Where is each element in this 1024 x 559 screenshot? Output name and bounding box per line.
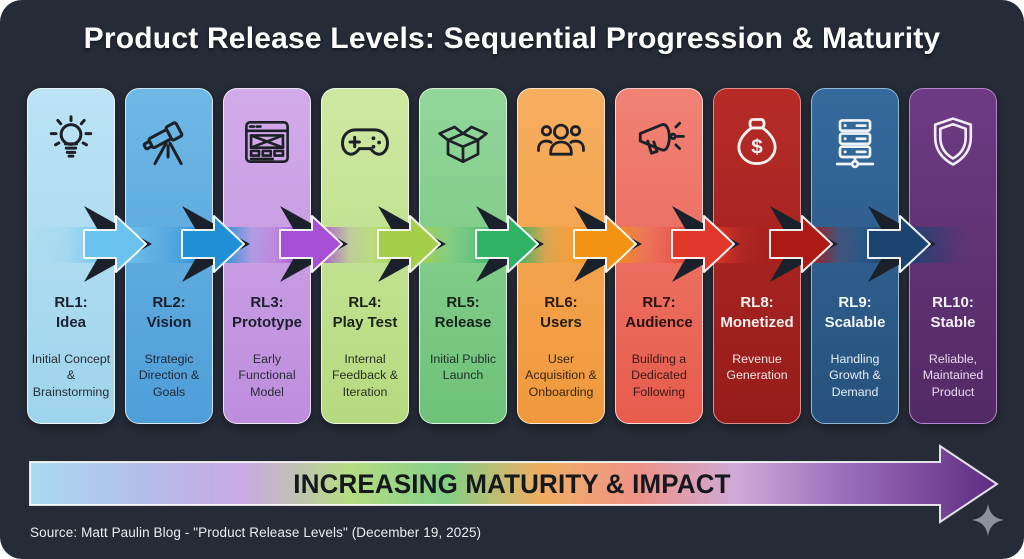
progress-arrow xyxy=(769,206,838,282)
open-box-icon xyxy=(420,103,506,181)
telescope-icon xyxy=(126,103,212,181)
level-description: Initial Public Launch xyxy=(429,352,497,383)
megaphone-icon xyxy=(616,103,702,181)
level-title: RL2: Vision xyxy=(146,294,192,331)
level-title: RL8: Monetized xyxy=(720,294,794,331)
level-title: RL3: Prototype xyxy=(231,294,302,331)
progress-arrow xyxy=(671,206,740,282)
level-description: Reliable, Maintained Product xyxy=(922,352,984,399)
level-title: RL9: Scalable xyxy=(824,294,886,331)
source-attribution: Source: Matt Paulin Blog - "Product Rele… xyxy=(30,525,482,540)
level-description: Revenue Generation xyxy=(726,352,788,383)
level-description: User Acquisition & Onboarding xyxy=(525,352,597,399)
svg-text:$: $ xyxy=(751,135,763,158)
users-icon xyxy=(518,103,604,181)
wireframe-icon xyxy=(224,103,310,181)
money-bag-icon: $ xyxy=(714,103,800,181)
sparkle-icon xyxy=(972,504,1004,536)
level-description: Strategic Direction & Goals xyxy=(138,352,200,399)
progress-arrow xyxy=(867,206,936,282)
lightbulb-icon xyxy=(28,103,114,181)
level-title: RL5: Release xyxy=(434,294,492,331)
level-title: RL6: Users xyxy=(540,294,582,331)
level-title: RL1: Idea xyxy=(54,294,88,331)
level-title: RL10: Stable xyxy=(930,294,976,331)
level-title: RL4: Play Test xyxy=(332,294,398,331)
level-description: Initial Concept & Brainstorming xyxy=(31,352,111,399)
shield-icon xyxy=(910,103,996,181)
progress-arrow xyxy=(377,206,446,282)
level-card-rl10: RL10: Stable Reliable, Maintained Product xyxy=(909,88,997,424)
level-title: RL7: Audience xyxy=(625,294,693,331)
level-description: Building a Dedicated Following xyxy=(631,352,687,399)
gamepad-icon xyxy=(322,103,408,181)
release-levels-row: RL1: Idea Initial Concept & Brainstorming… xyxy=(27,88,997,424)
level-description: Handling Growth & Demand xyxy=(829,352,881,399)
maturity-arrow-label: INCREASING MATURITY & IMPACT xyxy=(293,469,731,499)
level-description: Early Functional Model xyxy=(238,352,296,399)
maturity-arrow xyxy=(29,444,1004,536)
progress-arrow xyxy=(573,206,642,282)
progress-arrow xyxy=(475,206,544,282)
progress-arrow xyxy=(279,206,348,282)
progress-arrow xyxy=(83,206,152,282)
page-title: Product Release Levels: Sequential Progr… xyxy=(83,22,941,55)
level-description: Internal Feedback & Iteration xyxy=(331,352,399,399)
server-icon xyxy=(812,103,898,181)
progress-arrow xyxy=(181,206,250,282)
